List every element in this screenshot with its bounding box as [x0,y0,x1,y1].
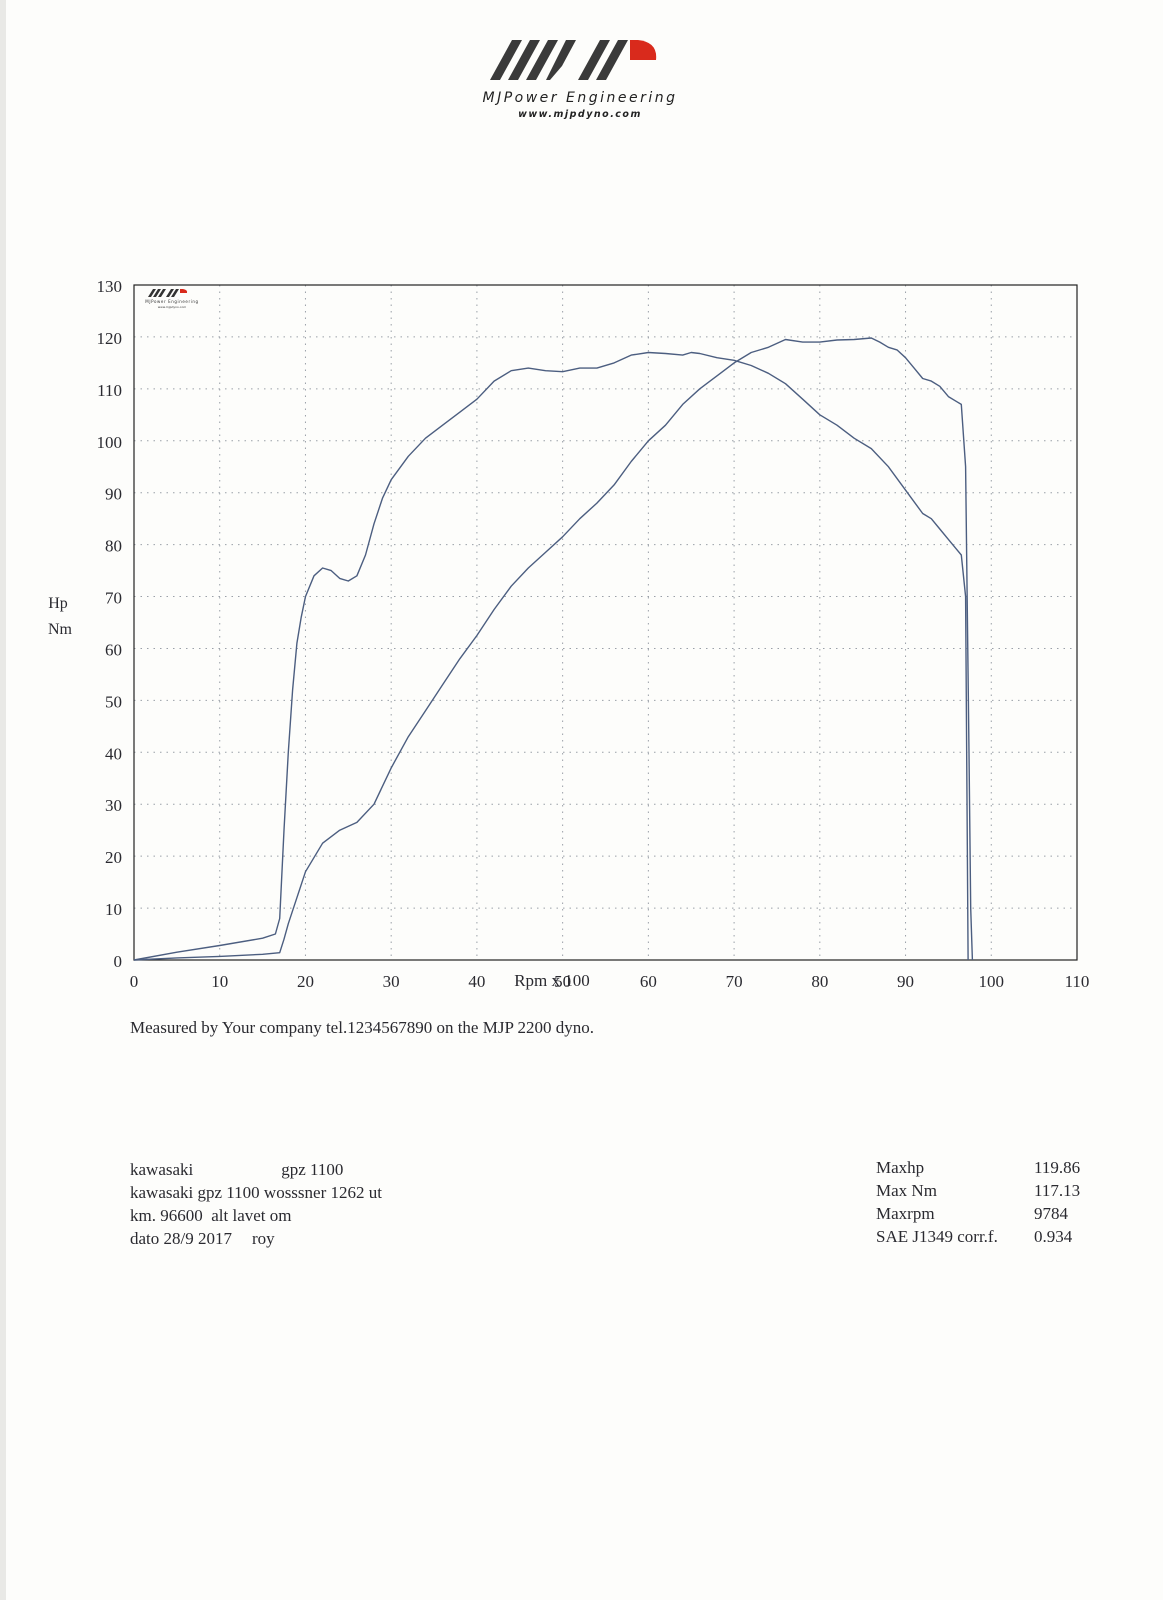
x-axis-ticks: 0 10 20 30 40 50 60 70 80 90 100 110 [130,972,1090,991]
dyno-chart: 0 10 20 30 40 50 60 70 80 90 100 110 120 130 0 10 20 30 4… [48,277,1090,991]
vehicle-info: kawasaki gpz 1100 kawasaki gpz 1100 wosss… [130,1158,382,1250]
result-row: Maxhp 119.86 [876,1156,1094,1179]
x-tick-label: 40 [468,972,485,991]
vehicle-make: kawasaki [130,1160,194,1179]
result-value: 9784 [1034,1204,1068,1223]
y-tick-label: 110 [97,381,122,400]
x-axis-label: Rpm x 100 [514,971,590,990]
result-value: 117.13 [1034,1181,1081,1200]
y-tick-label: 90 [105,485,122,504]
x-tick-label: 80 [811,972,828,991]
y-tick-label: 0 [114,952,123,971]
mjp-logo-icon [490,40,657,80]
inset-logo: MJPower Engineering www.mjpdyno.com [145,289,198,309]
vehicle-model: gpz 1100 [281,1160,344,1179]
brand-url: www.mjpdyno.com [518,109,642,120]
measurement-caption: Measured by Your company tel.1234567890 … [130,1018,595,1037]
result-label: SAE J1349 corr.f. [876,1227,998,1246]
operator: roy [252,1229,275,1248]
vehicle-mileage: km. 96600 alt lavet om [130,1206,292,1225]
y-tick-label: 130 [97,277,123,296]
result-row: Max Nm 117.13 [876,1179,1094,1202]
y-tick-label: 30 [105,796,122,815]
y-tick-label: 10 [105,900,122,919]
x-tick-label: 50 [554,972,571,991]
y-tick-label: 80 [105,537,122,556]
y-axis-ticks: 0 10 20 30 40 50 60 70 80 90 100 110 120 130 [97,277,123,971]
result-label: Max Nm [876,1181,937,1200]
result-row: Maxrpm 9784 [876,1202,1094,1225]
series-line-1 [133,351,969,961]
brand-logo: MJPower Engineering www.mjpdyno.com [430,38,730,138]
y-tick-label: 40 [105,744,122,763]
result-label: Maxhp [876,1158,925,1177]
scan-edge [0,0,6,1600]
result-label: Maxrpm [876,1204,935,1223]
x-tick-label: 90 [897,972,914,991]
plot-frame [133,284,1078,961]
y-tick-label: 50 [105,692,122,711]
chart-series [133,337,974,961]
y-tick-label: 120 [97,329,123,348]
inset-logo-name: MJPower Engineering [145,299,198,304]
test-date: dato 28/9 2017 [130,1229,232,1248]
x-tick-label: 60 [640,972,657,991]
result-value: 119.86 [1034,1158,1081,1177]
x-tick-label: 20 [297,972,314,991]
series-line-2 [133,337,974,961]
x-tick-label: 110 [1065,972,1090,991]
y-tick-label: 70 [105,589,122,608]
y-axis-label-hp: Hp [48,595,68,612]
y-tick-label: 20 [105,848,122,867]
x-tick-label: 0 [130,972,139,991]
chart-grid [134,285,1077,960]
y-tick-label: 60 [105,640,122,659]
y-tick-label: 100 [97,433,123,452]
x-tick-label: 100 [979,972,1005,991]
inset-logo-url: www.mjpdyno.com [158,305,187,309]
result-row: SAE J1349 corr.f. 0.934 [876,1225,1094,1248]
vehicle-description: kawasaki gpz 1100 wosssner 1262 ut [130,1183,382,1202]
results-table: Maxhp 119.86 Max Nm 117.13 Maxrpm 9784 SAE … [876,1156,1094,1248]
x-tick-label: 10 [211,972,228,991]
x-tick-label: 70 [726,972,743,991]
y-axis-label-nm: Nm [48,621,73,638]
brand-name: MJPower Engineering [482,90,678,106]
result-value: 0.934 [1034,1227,1073,1246]
x-tick-label: 30 [383,972,400,991]
